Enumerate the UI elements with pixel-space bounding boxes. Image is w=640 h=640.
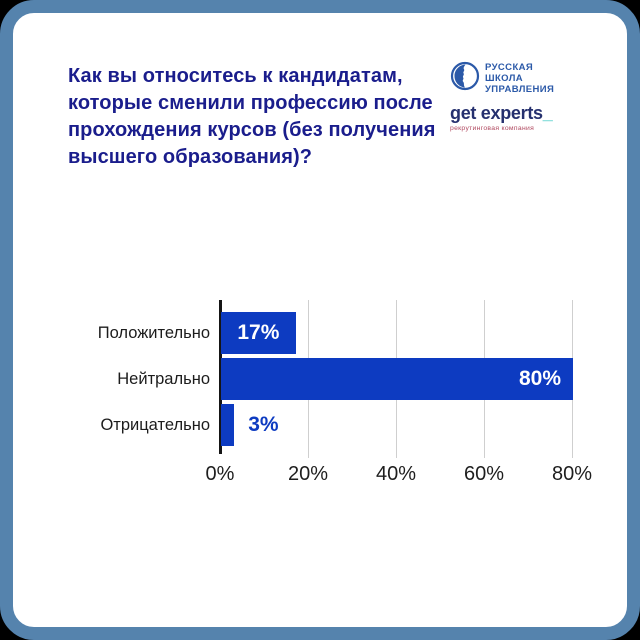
x-tick-label: 0%	[205, 463, 235, 485]
bar-value-label: 80%	[518, 367, 561, 390]
x-tick-label: 20%	[287, 463, 329, 485]
category-label: Положительно	[97, 324, 210, 342]
plot-area: 17% 80% 3% 0% 20% 40% 60% 80%	[206, 300, 592, 485]
get-experts-wordmark: get experts_	[450, 103, 553, 123]
bar-row: 80%	[221, 358, 573, 400]
category-label: Нейтрально	[117, 370, 210, 388]
question-title-line: которые сменили профессию после	[68, 92, 433, 114]
rsu-logo-text-line: УПРАВЛЕНИЯ	[485, 84, 555, 96]
x-tick-label: 80%	[551, 463, 593, 485]
bar: 80%	[221, 358, 573, 400]
question-title-line: Как вы относитесь к кандидатам,	[68, 65, 403, 87]
get-experts-underscore: _	[542, 103, 553, 123]
bar: 17%	[221, 312, 296, 354]
bar-chart: Положительно Нейтрально Отрицательно 17%…	[13, 300, 640, 500]
bar-row: 3%	[221, 404, 573, 446]
question-title-line: прохождения курсов (без получения	[68, 119, 436, 141]
get-experts-tagline: рекрутинговая компания	[450, 125, 535, 132]
rsu-logo-text: РУССКАЯ ШКОЛА УПРАВЛЕНИЯ	[485, 62, 554, 96]
get-experts-logo: get experts_ рекрутинговая компания	[450, 103, 574, 132]
bar-row: 17%	[221, 312, 573, 354]
x-tick-label: 60%	[463, 463, 505, 485]
rsu-profile-face-icon	[450, 61, 480, 96]
rsu-logo-text-line: ШКОЛА	[485, 72, 524, 84]
bar	[221, 404, 235, 446]
logos-block: РУССКАЯ ШКОЛА УПРАВЛЕНИЯ get experts_ ре…	[450, 61, 574, 132]
rsu-logo-text-line: РУССКАЯ	[485, 61, 534, 73]
x-tick-label: 40%	[375, 463, 417, 485]
question-title: Как вы относитесь к кандидатам, которые …	[68, 63, 488, 171]
rsu-logo: РУССКАЯ ШКОЛА УПРАВЛЕНИЯ	[450, 61, 574, 96]
axis-line	[219, 300, 222, 454]
question-title-line: высшего образования)?	[68, 146, 313, 168]
category-label: Отрицательно	[100, 416, 210, 434]
bar-value-label: 17%	[237, 321, 280, 344]
bar-value-label-outside: 3%	[248, 413, 279, 436]
